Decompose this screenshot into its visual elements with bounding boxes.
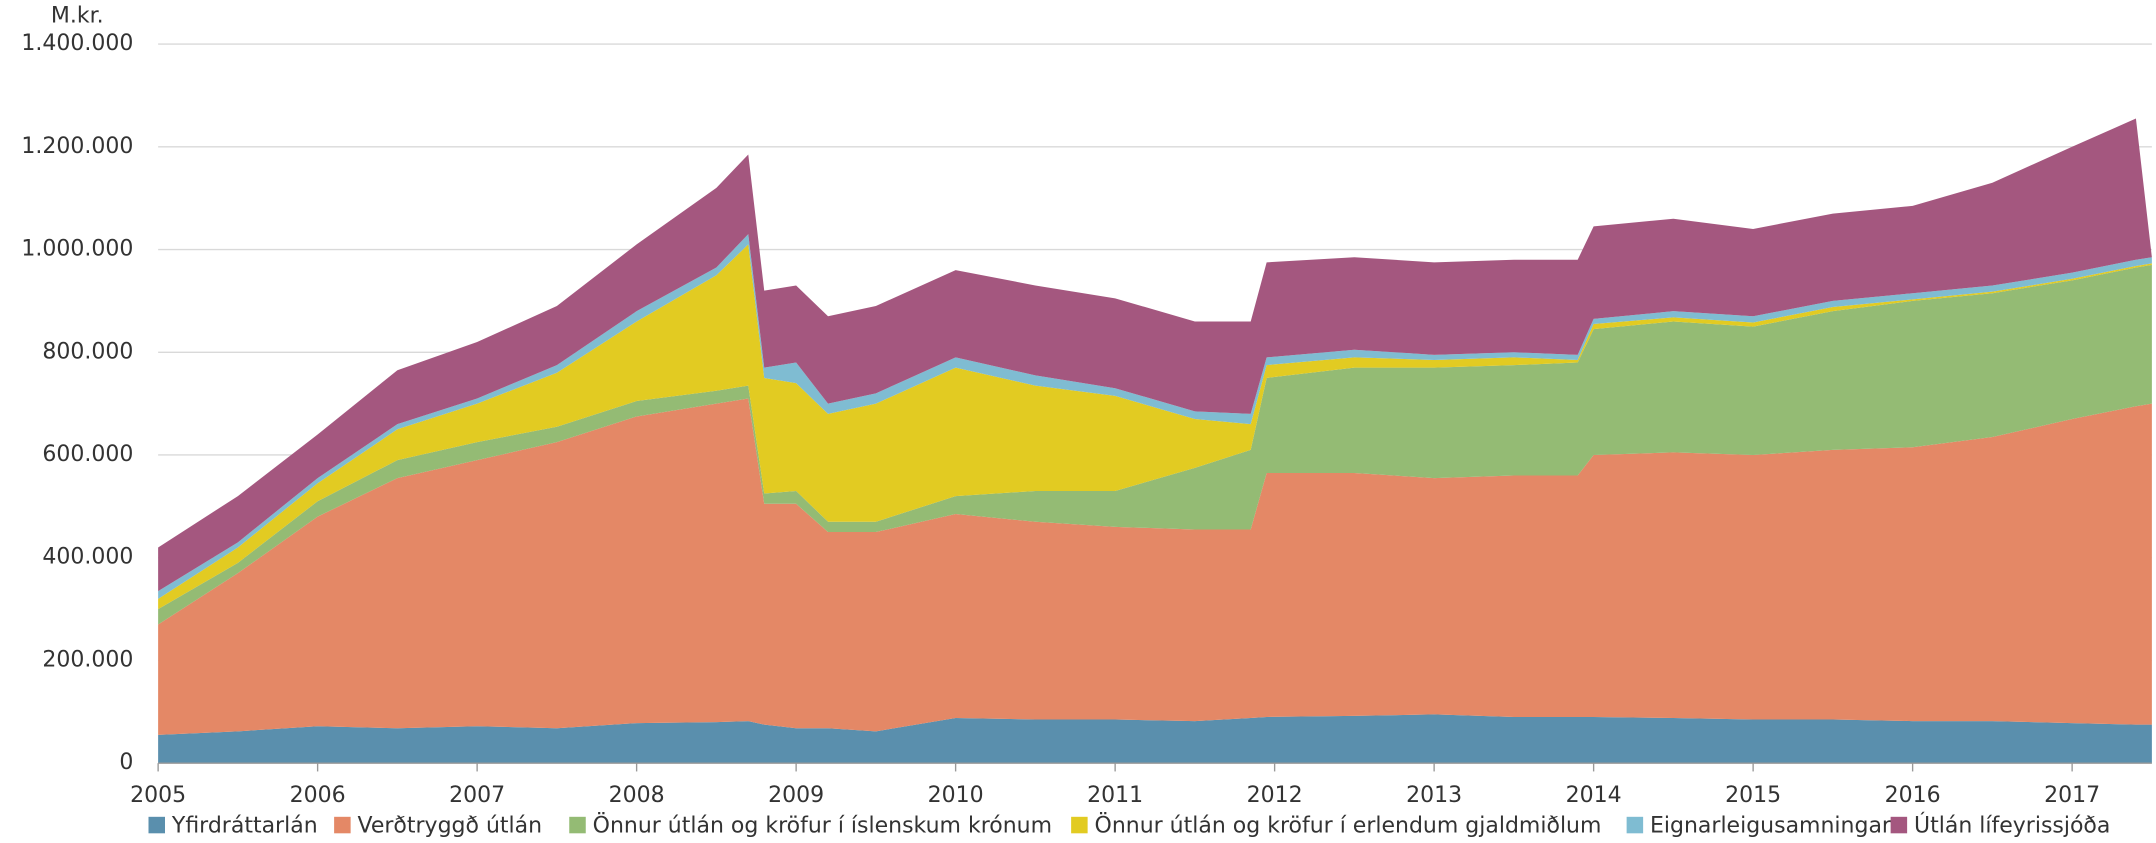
area	[158, 118, 2152, 592]
area	[158, 244, 2152, 610]
legend-swatch	[148, 816, 165, 834]
y-tick-label: 1.000.000	[21, 237, 133, 262]
legend-swatch	[569, 816, 586, 834]
legend-label: Eignarleigusamningar	[1650, 813, 1892, 838]
legend-label: Önnur útlán og kröfur í íslenskum krónum	[593, 812, 1052, 838]
legend-swatch	[1071, 816, 1088, 834]
legend-item: Yfirdráttarlán	[148, 813, 318, 838]
legend-item: Önnur útlán og kröfur í íslenskum krónum	[569, 812, 1052, 838]
x-tick-label: 2015	[1725, 783, 1781, 808]
area	[158, 398, 2152, 735]
x-tick-label: 2005	[130, 783, 186, 808]
x-tick-label: 2010	[928, 783, 984, 808]
x-tick-label: 2006	[290, 783, 346, 808]
legend-swatch	[1890, 816, 1908, 834]
y-tick-label: 0	[119, 750, 133, 775]
area	[158, 714, 2152, 764]
legend-label: Útlán lífeyrissjóða	[1914, 812, 2110, 838]
legend-item: Verðtryggð útlán	[334, 813, 542, 838]
y-tick-label: 600.000	[42, 442, 133, 467]
x-tick-label: 2016	[1885, 783, 1941, 808]
x-tick-label: 2012	[1247, 783, 1303, 808]
x-tick-label: 2008	[609, 783, 665, 808]
y-tick-label: 200.000	[42, 647, 133, 672]
y-tick-label: 1.200.000	[21, 134, 133, 159]
area	[158, 264, 2152, 625]
y-tick-label: 1.400.000	[21, 31, 133, 56]
x-tick-label: 2009	[768, 783, 824, 808]
x-tick-label: 2017	[2044, 783, 2100, 808]
legend-item: Eignarleigusamningar	[1626, 813, 1892, 838]
legend-item: Útlán lífeyrissjóða	[1890, 812, 2110, 838]
x-tick-label: 2007	[449, 783, 505, 808]
legend-label: Önnur útlán og kröfur í erlendum gjaldmi…	[1095, 812, 1602, 838]
x-tick-label: 2011	[1087, 783, 1143, 808]
legend-item: Önnur útlán og kröfur í erlendum gjaldmi…	[1071, 812, 1601, 838]
y-axis-label: M.kr.	[51, 4, 104, 29]
legend-swatch	[334, 816, 351, 834]
legend-swatch	[1626, 816, 1644, 834]
legend-label: Yfirdráttarlán	[171, 813, 318, 838]
y-tick-label: 400.000	[42, 545, 133, 570]
y-tick-label: 800.000	[42, 339, 133, 364]
x-tick-label: 2014	[1566, 783, 1622, 808]
x-tick-label: 2013	[1406, 783, 1462, 808]
legend-label: Verðtryggð útlán	[358, 813, 543, 838]
